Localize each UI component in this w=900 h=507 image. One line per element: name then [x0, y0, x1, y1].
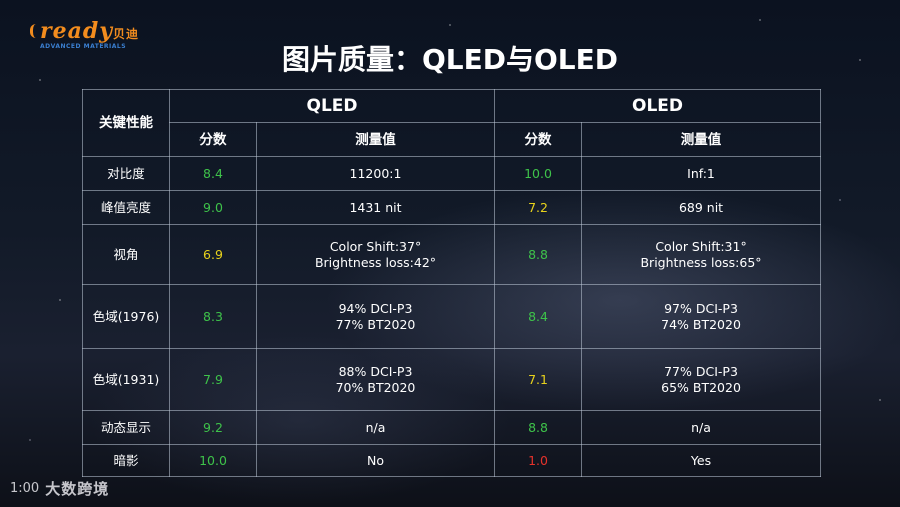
logo-subtitle: ADVANCED MATERIALS	[40, 43, 127, 50]
oled-score-cell: 1.0	[494, 444, 583, 477]
qled-score-cell: 9.0	[169, 190, 257, 225]
footer-mark-icon: 1:00	[10, 480, 40, 496]
measured-line: 65% BT2020	[661, 379, 741, 395]
oled-score-cell: 7.2	[494, 190, 583, 225]
qled-score-cell: 10.0	[169, 444, 257, 477]
measured-line: Brightness loss:42°	[314, 254, 437, 270]
measured-line: 77% DCI-P3	[664, 363, 738, 379]
table-row: 对比度 8.4 11200:1 10.0 Inf:1	[82, 156, 822, 191]
logo-swoosh-icon	[30, 24, 43, 38]
measured-line: No	[367, 452, 384, 468]
measured-line: Brightness loss:65°	[640, 254, 762, 270]
qled-measured-cell: No	[255, 444, 496, 477]
measured-line: Color Shift:37°	[329, 238, 422, 254]
measured-line: 70% BT2020	[335, 379, 416, 395]
table-body: 对比度 8.4 11200:1 10.0 Inf:1 峰值亮度 9.0 1431 nit 7.2…	[82, 156, 822, 477]
footer-watermark: 1:00 大数跨境	[10, 477, 109, 499]
header-qled-measured: 测量值	[255, 122, 496, 157]
header-group-qled: QLED	[168, 89, 496, 123]
oled-measured-cell: Yes	[581, 444, 822, 477]
measured-line: Color Shift:31°	[655, 238, 747, 254]
oled-measured-cell: 97% DCI-P3 74% BT2020	[581, 284, 822, 349]
oled-score-cell: 8.8	[494, 224, 583, 285]
row-label: 色域(1976)	[82, 284, 170, 349]
table-row: 动态显示 9.2 n/a 8.8 n/a	[82, 410, 822, 445]
row-label: 视角	[82, 224, 170, 285]
measured-line: 11200:1	[349, 165, 402, 181]
qled-measured-cell: 11200:1	[255, 156, 496, 191]
measured-line: 94% DCI-P3	[338, 300, 413, 316]
row-label: 动态显示	[82, 410, 170, 445]
oled-measured-cell: Color Shift:31° Brightness loss:65°	[581, 224, 822, 285]
header-group-oled: OLED	[494, 89, 822, 123]
qled-measured-cell: Color Shift:37° Brightness loss:42°	[255, 224, 496, 285]
qled-score-cell: 7.9	[169, 348, 257, 411]
slide-title: 图片质量：QLED与OLED	[281, 43, 619, 76]
oled-score-cell: 8.8	[494, 410, 583, 445]
oled-measured-cell: n/a	[581, 410, 822, 445]
header-key-performance: 关键性能	[82, 89, 170, 157]
oled-score-cell: 7.1	[494, 348, 583, 411]
oled-score-cell: 8.4	[494, 284, 583, 349]
table-row: 色域(1976) 8.3 94% DCI-P3 77% BT2020 8.4 97% DC…	[82, 284, 822, 349]
qled-score-cell: 9.2	[169, 410, 257, 445]
measured-line: Yes	[690, 452, 712, 468]
measured-line: 77% BT2020	[335, 316, 416, 332]
logo-wordmark: ready贝迪	[40, 18, 140, 44]
qled-score-cell: 8.4	[169, 156, 257, 191]
comparison-table: 关键性能 QLED OLED 分数 测量值 分数 测量值 对比度 8.4 11200…	[82, 89, 822, 477]
measured-line: Inf:1	[687, 165, 715, 181]
row-label: 色域(1931)	[82, 348, 170, 411]
measured-line: n/a	[691, 419, 711, 435]
oled-score-cell: 10.0	[494, 156, 583, 191]
measured-line: 97% DCI-P3	[664, 300, 738, 316]
footer-text: 大数跨境	[45, 479, 110, 498]
table-row: 色域(1931) 7.9 88% DCI-P3 70% BT2020 7.1 77% DC…	[82, 348, 822, 411]
qled-score-cell: 6.9	[169, 224, 257, 285]
table-row: 视角 6.9 Color Shift:37° Brightness loss:42° 8…	[82, 224, 822, 285]
header-qled-score: 分数	[169, 122, 257, 157]
row-label: 对比度	[82, 156, 170, 191]
qled-score-cell: 8.3	[169, 284, 257, 349]
measured-line: 1431 nit	[349, 199, 402, 215]
measured-line: 689 nit	[678, 199, 724, 215]
oled-measured-cell: 689 nit	[581, 190, 822, 225]
qled-measured-cell: n/a	[255, 410, 496, 445]
qled-measured-cell: 88% DCI-P3 70% BT2020	[255, 348, 496, 411]
oled-measured-cell: Inf:1	[581, 156, 822, 191]
brand-logo: ready贝迪 ADVANCED MATERIALS	[30, 18, 150, 54]
qled-measured-cell: 94% DCI-P3 77% BT2020	[255, 284, 496, 349]
header-oled-score: 分数	[494, 122, 583, 157]
measured-line: 74% BT2020	[661, 316, 741, 332]
oled-measured-cell: 77% DCI-P3 65% BT2020	[581, 348, 822, 411]
header-oled-measured: 测量值	[581, 122, 822, 157]
qled-measured-cell: 1431 nit	[255, 190, 496, 225]
row-label: 峰值亮度	[82, 190, 170, 225]
table-row: 暗影 10.0 No 1.0 Yes	[82, 444, 822, 477]
table-row: 峰值亮度 9.0 1431 nit 7.2 689 nit	[82, 190, 822, 225]
row-label: 暗影	[82, 444, 170, 477]
measured-line: 88% DCI-P3	[338, 363, 413, 379]
measured-line: n/a	[365, 419, 386, 435]
